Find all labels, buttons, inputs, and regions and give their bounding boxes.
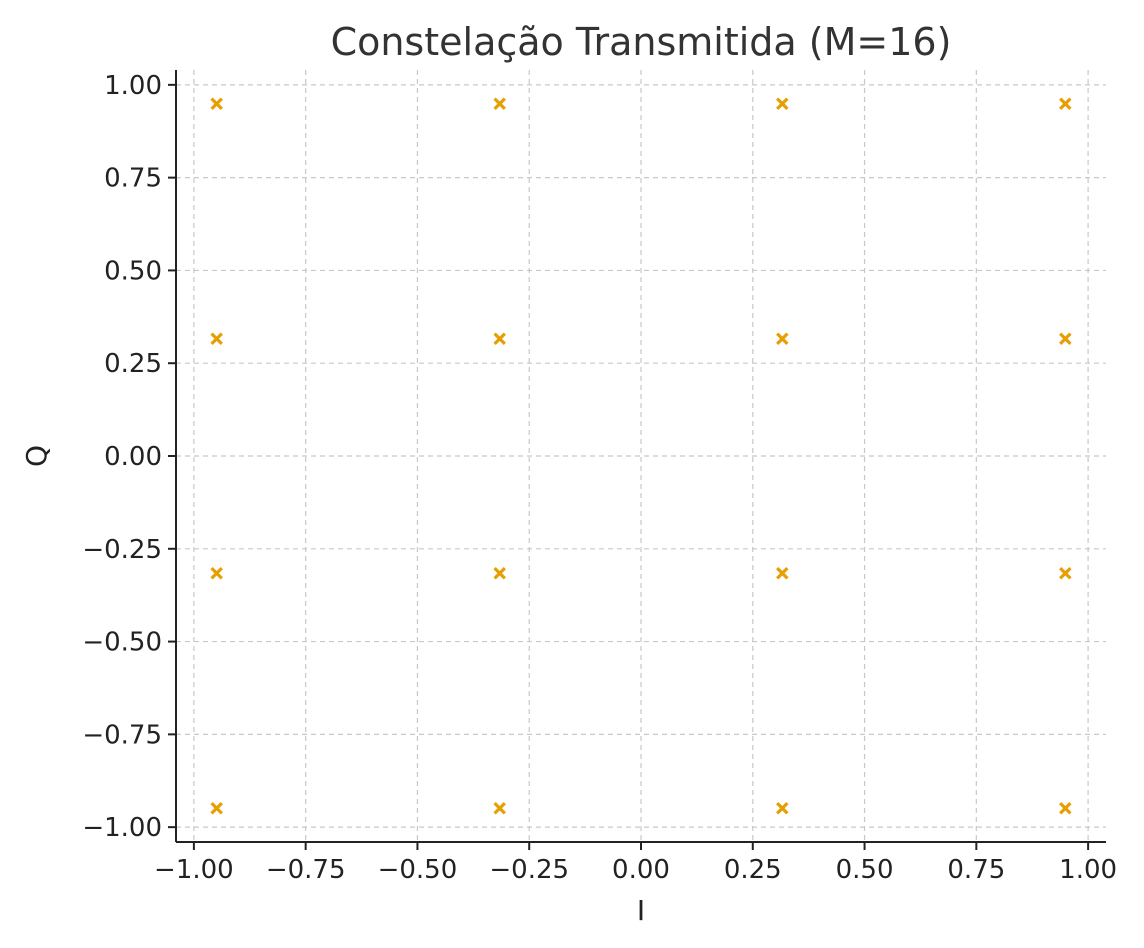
constellation-point [493, 97, 506, 111]
constellation-point [493, 332, 506, 345]
constellation-point [1059, 97, 1072, 111]
grid-lines [176, 70, 1106, 842]
y-tick-label: −1.00 [82, 813, 162, 843]
constellation-point [210, 567, 223, 580]
constellation-point [210, 801, 223, 815]
constellation-point [210, 97, 223, 111]
x-ticks: −1.00 −0.75 −0.50 −0.25 0.00 0.25 0.50 0.75 1.00 [154, 842, 1117, 885]
x-tick-label: 0.00 [612, 855, 670, 885]
constellation-point [493, 801, 506, 815]
x-tick-label: 1.00 [1059, 855, 1117, 885]
chart-title: Constelação Transmitida (M=16) [331, 20, 952, 64]
x-tick-label: 0.75 [947, 855, 1005, 885]
y-tick-label: 0.50 [104, 256, 162, 286]
constellation-points [210, 97, 1072, 815]
constellation-point [776, 567, 789, 580]
constellation-point [1059, 567, 1072, 580]
constellation-point [1059, 332, 1072, 345]
x-tick-label: −0.25 [489, 855, 569, 885]
constellation-point [1059, 801, 1072, 815]
x-tick-label: −1.00 [154, 855, 234, 885]
y-ticks: −1.00 −0.75 −0.50 −0.25 0.00 0.25 0.50 0.75 1.00 [82, 71, 176, 843]
y-tick-label: −0.75 [82, 720, 162, 750]
y-tick-label: 0.00 [104, 442, 162, 472]
x-tick-label: 0.50 [836, 855, 894, 885]
y-axis-label: Q [20, 445, 53, 467]
x-axis-label: I [637, 894, 645, 927]
y-tick-label: −0.50 [82, 628, 162, 658]
y-tick-label: −0.25 [82, 535, 162, 565]
constellation-point [210, 332, 223, 345]
constellation-point [493, 567, 506, 580]
constellation-point [776, 801, 789, 815]
y-tick-label: 1.00 [104, 71, 162, 101]
constellation-point [776, 332, 789, 345]
y-tick-label: 0.25 [104, 349, 162, 379]
x-tick-label: 0.25 [724, 855, 782, 885]
y-tick-label: 0.75 [104, 164, 162, 194]
x-tick-label: −0.50 [378, 855, 458, 885]
constellation-point [776, 97, 789, 111]
x-tick-label: −0.75 [266, 855, 346, 885]
